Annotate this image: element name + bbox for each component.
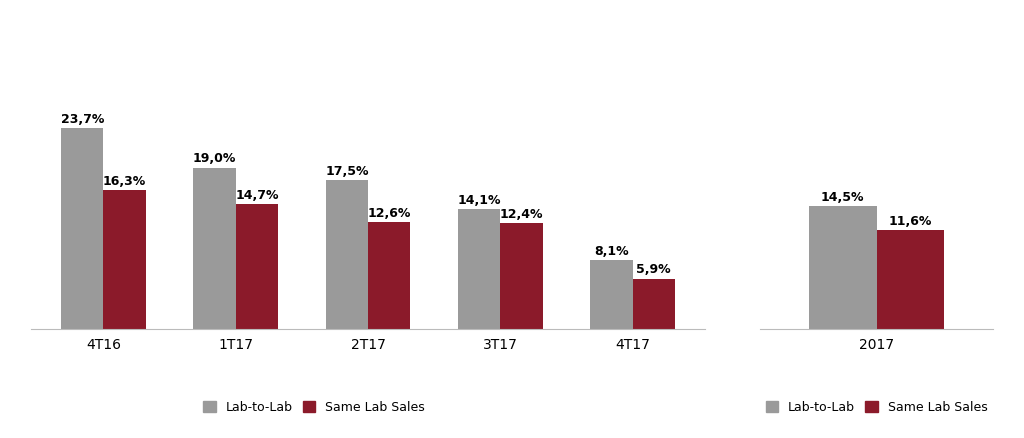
Text: Crescimento da Receita Bruta (%): Crescimento da Receita Bruta (%): [367, 36, 657, 51]
Text: 14,5%: 14,5%: [821, 191, 864, 204]
Text: 5,9%: 5,9%: [636, 263, 671, 276]
Bar: [368, 222, 411, 328]
Legend: Lab-to-Lab, Same Lab Sales: Lab-to-Lab, Same Lab Sales: [761, 396, 992, 419]
Bar: [877, 230, 944, 328]
Bar: [590, 260, 633, 328]
Bar: [61, 128, 103, 328]
Text: 11,6%: 11,6%: [889, 215, 932, 228]
Bar: [458, 209, 501, 328]
Bar: [809, 206, 877, 328]
Bar: [194, 168, 236, 328]
Text: 16,3%: 16,3%: [103, 175, 146, 188]
Bar: [236, 204, 279, 328]
Bar: [103, 191, 145, 328]
Text: 8,1%: 8,1%: [594, 245, 629, 258]
Legend: Lab-to-Lab, Same Lab Sales: Lab-to-Lab, Same Lab Sales: [199, 396, 430, 419]
Text: 23,7%: 23,7%: [60, 113, 104, 126]
Text: 12,4%: 12,4%: [500, 208, 543, 221]
Text: 12,6%: 12,6%: [368, 207, 411, 220]
Text: 19,0%: 19,0%: [193, 152, 237, 166]
Text: 17,5%: 17,5%: [325, 165, 369, 178]
Text: 14,7%: 14,7%: [236, 189, 279, 202]
Text: 14,1%: 14,1%: [458, 194, 501, 207]
Bar: [633, 279, 675, 328]
Bar: [326, 180, 368, 328]
Bar: [501, 223, 543, 328]
